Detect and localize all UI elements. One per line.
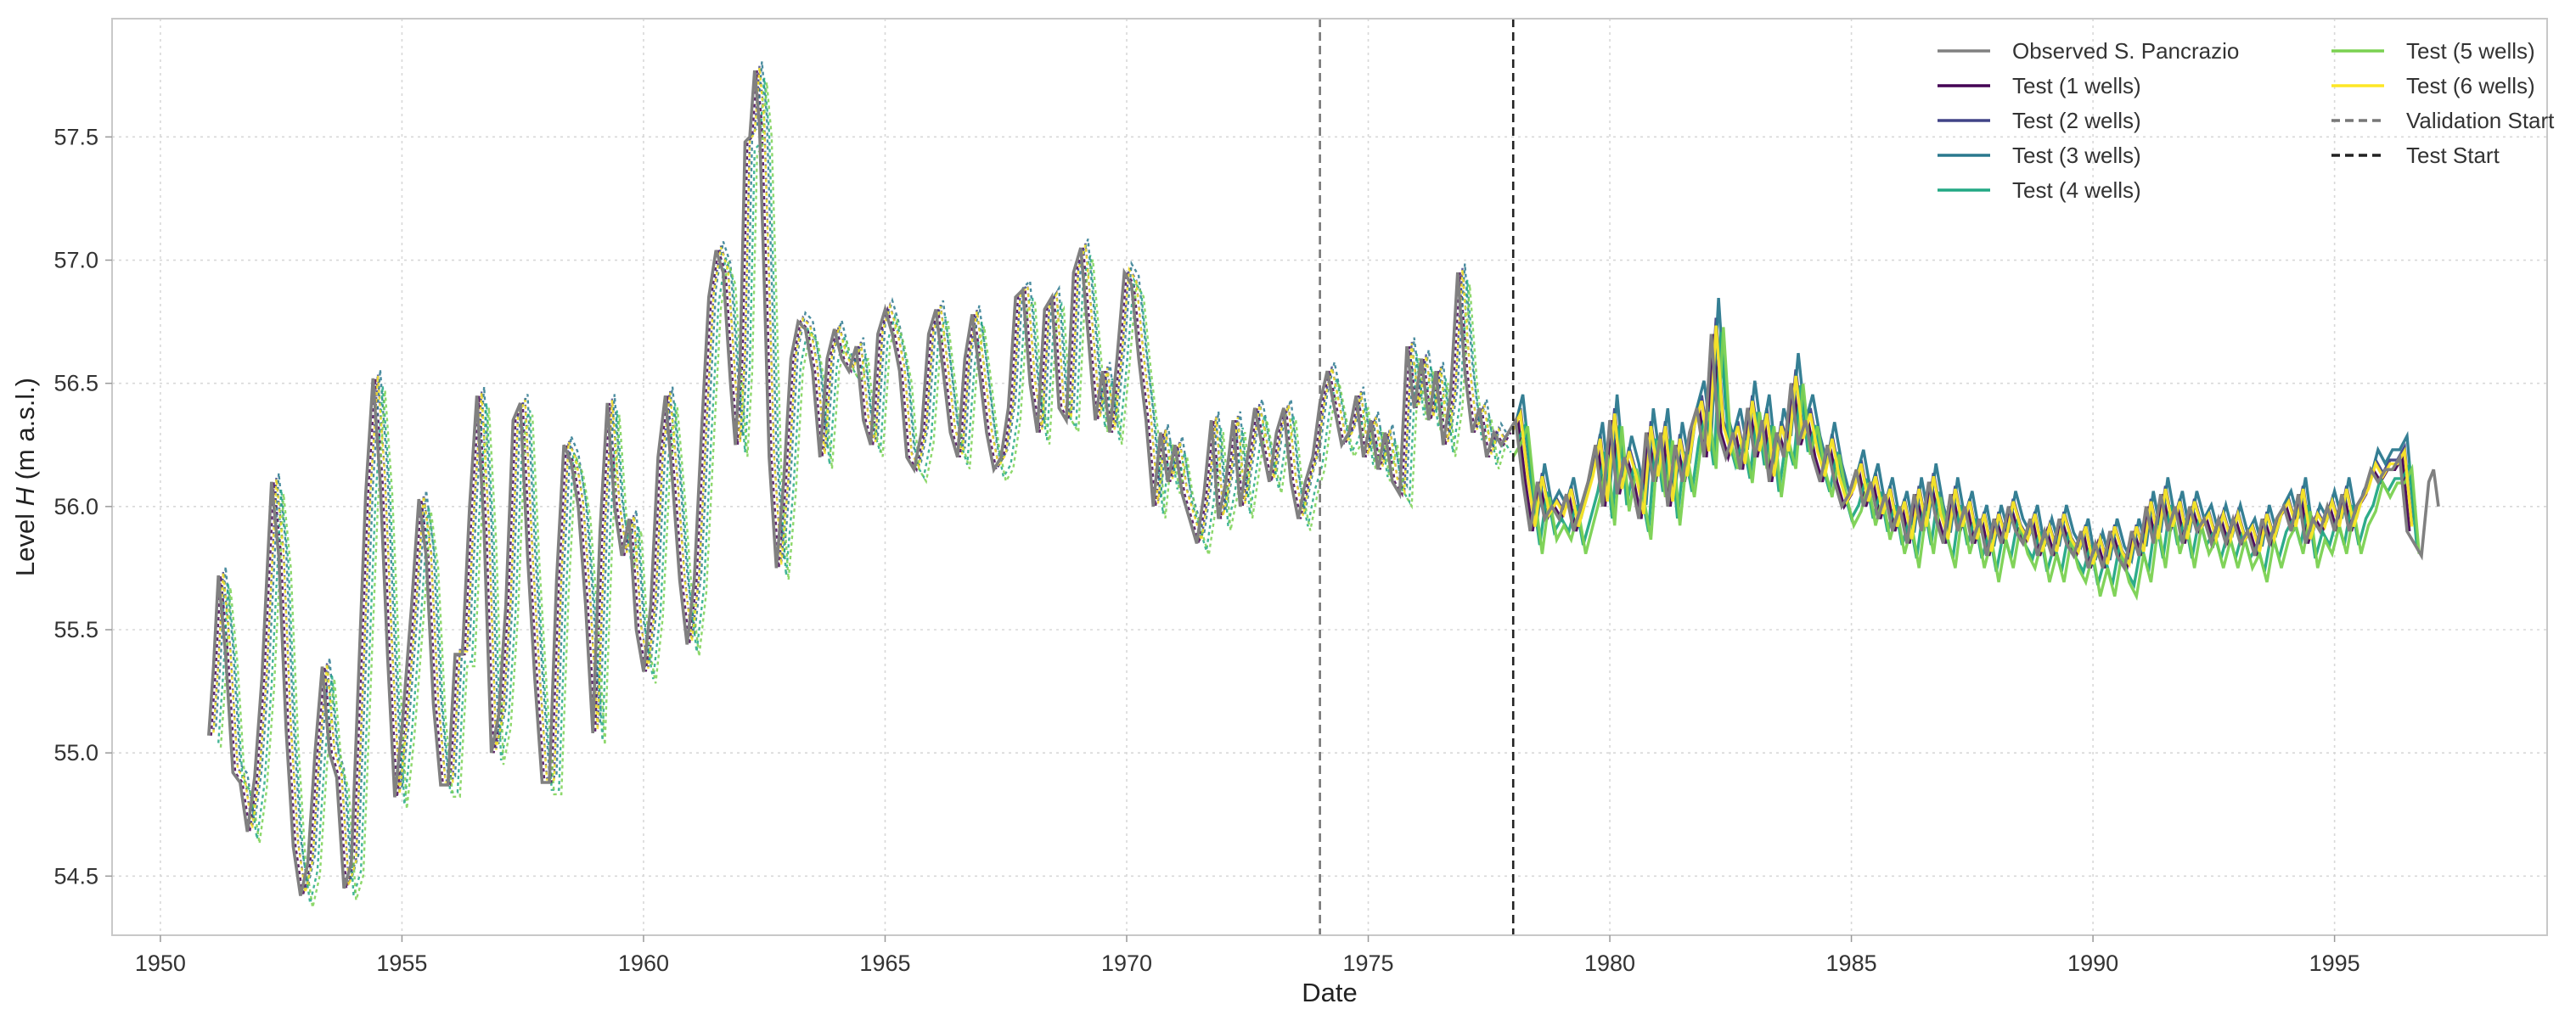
- x-tick-label: 1955: [376, 951, 427, 976]
- y-tick-label: 57.5: [53, 124, 98, 149]
- plot-frame: [111, 18, 2548, 936]
- x-tick-label: 1965: [859, 951, 910, 976]
- legend-label: Test Start: [2406, 143, 2500, 168]
- y-axis-label-variable: H: [10, 486, 40, 506]
- y-axis: 54.5 55.0 55.5 56.0 56.5 57.0 57.5: [53, 124, 112, 889]
- legend-label: Test (2 wells): [2012, 108, 2141, 133]
- x-tick-label: 1970: [1101, 951, 1152, 976]
- y-axis-label-unit: (m a.s.l.): [10, 378, 40, 487]
- observed-series: [207, 70, 2440, 896]
- x-tick-label: 1995: [2309, 951, 2360, 976]
- x-axis-label: Date: [1302, 978, 1357, 1007]
- x-tick-label: 1960: [618, 951, 669, 976]
- legend-label: Observed S. Pancrazio: [2012, 38, 2239, 64]
- x-tick-label: 1990: [2067, 951, 2118, 976]
- x-axis: 1950 1955 1960 1965 1970 1975 1980 1985 1990 1995: [135, 935, 2360, 976]
- model-series-pre-test: [210, 70, 1512, 896]
- legend-label: Validation Start: [2406, 108, 2555, 133]
- y-tick-label: 56.5: [53, 371, 98, 396]
- legend-label: Test (3 wells): [2012, 143, 2141, 168]
- y-tick-label: 54.5: [53, 863, 98, 889]
- legend-label: Test (5 wells): [2406, 38, 2535, 64]
- model-series-test: [1511, 327, 2421, 602]
- x-tick-label: 1980: [1584, 951, 1635, 976]
- legend: Observed S. Pancrazio Test (1 wells) Test …: [1938, 38, 2555, 203]
- series-group: [207, 61, 2440, 908]
- x-tick-label: 1950: [135, 951, 186, 976]
- x-tick-label: 1975: [1342, 951, 1393, 976]
- x-tick-label: 1985: [1826, 951, 1877, 976]
- y-tick-label: 55.5: [53, 617, 98, 642]
- y-axis-label-main: Level: [10, 506, 40, 576]
- model-series-pre-test: [217, 77, 1512, 904]
- model-series-pre-test: [212, 67, 1507, 894]
- vertical-markers: [1319, 19, 1515, 935]
- legend-label: Test (1 wells): [2012, 73, 2141, 98]
- y-tick-label: 56.0: [53, 494, 98, 519]
- legend-label: Test (4 wells): [2012, 177, 2141, 203]
- legend-label: Test (6 wells): [2406, 73, 2535, 98]
- y-axis-label: Level H (m a.s.l.): [10, 378, 40, 576]
- y-tick-label: 55.0: [53, 740, 98, 765]
- y-tick-label: 57.0: [53, 248, 98, 273]
